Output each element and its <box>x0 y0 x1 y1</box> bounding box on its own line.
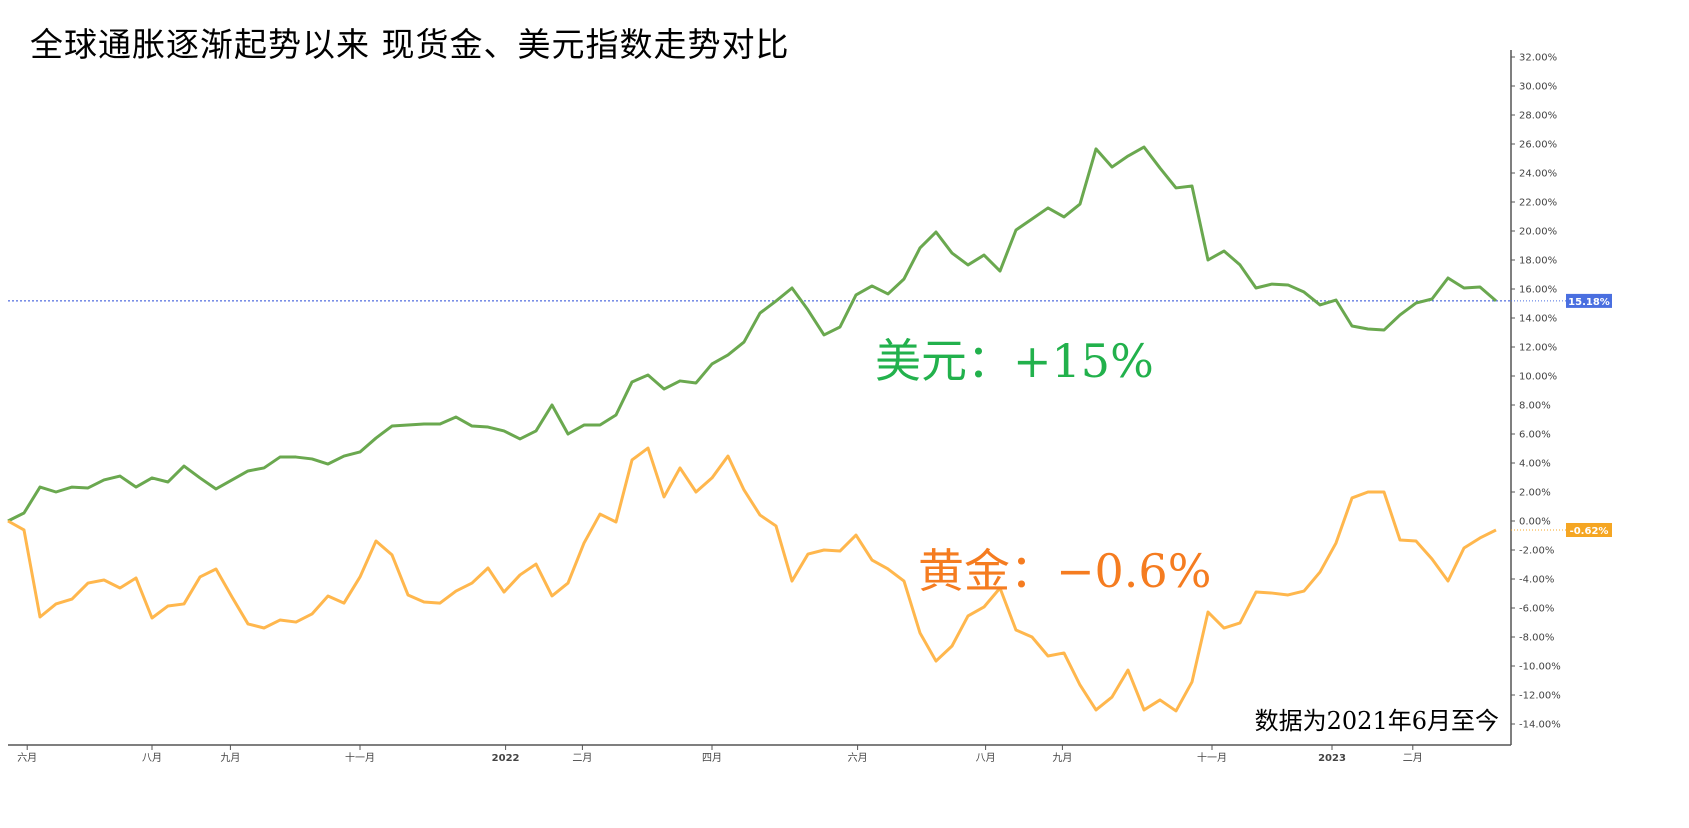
y-tick-label: 32.00% <box>1519 53 1557 64</box>
x-tick-label: 十一月 <box>345 751 375 764</box>
usd-last-value-label: 15.18% <box>1568 297 1610 308</box>
x-tick-label: 二月 <box>1403 752 1423 764</box>
y-tick-label: 16.00% <box>1519 285 1557 296</box>
data-range-note: 数据为2021年6月至今 <box>1254 707 1499 735</box>
y-tick-label: 8.00% <box>1519 401 1551 412</box>
y-tick-label: 24.00% <box>1519 169 1557 180</box>
gold-annotation: 黄金：−0.6% <box>918 544 1212 598</box>
y-tick-label: 28.00% <box>1519 111 1557 122</box>
y-tick-label: 0.00% <box>1519 517 1551 528</box>
y-tick-label: 6.00% <box>1519 430 1551 441</box>
y-tick-label: -8.00% <box>1519 633 1554 644</box>
y-tick-label: -12.00% <box>1519 691 1561 702</box>
y-tick-label: -6.00% <box>1519 604 1554 615</box>
x-tick-label: 十一月 <box>1197 751 1227 764</box>
x-tick-label: 2023 <box>1318 753 1346 764</box>
y-tick-label: 10.00% <box>1519 372 1557 383</box>
y-tick-label: -4.00% <box>1519 575 1554 586</box>
x-tick-label: 六月 <box>17 752 37 764</box>
y-tick-label: 30.00% <box>1519 82 1557 93</box>
usd-series-line <box>7 145 1497 523</box>
usd-last-value-badge <box>1566 293 1612 308</box>
y-tick-label: -2.00% <box>1519 546 1554 557</box>
y-tick-label: 4.00% <box>1519 459 1551 470</box>
y-tick-label: -10.00% <box>1519 662 1561 673</box>
y-tick-label: 2.00% <box>1519 488 1551 499</box>
y-tick-label: -14.00% <box>1519 720 1561 731</box>
x-tick-label: 六月 <box>848 752 868 764</box>
y-tick-label: 12.00% <box>1519 343 1557 354</box>
x-tick-label: 八月 <box>976 752 996 764</box>
y-tick-label: 18.00% <box>1519 256 1557 267</box>
x-tick-label: 八月 <box>142 752 162 764</box>
chart-title: 全球通胀逐渐起势以来 现货金、美元指数走势对比 <box>30 25 790 64</box>
x-tick-label: 九月 <box>220 752 240 764</box>
x-tick-label: 四月 <box>702 752 722 764</box>
x-tick-label: 九月 <box>1052 752 1072 764</box>
y-tick-label: 22.00% <box>1519 198 1557 209</box>
y-tick-label: 20.00% <box>1519 227 1557 238</box>
gold-last-value-badge <box>1566 522 1612 537</box>
y-tick-label: 14.00% <box>1519 314 1557 325</box>
x-tick-label: 2022 <box>492 753 520 764</box>
gold-last-value-label: -0.62% <box>1570 526 1609 537</box>
y-tick-label: 26.00% <box>1519 140 1557 151</box>
usd-annotation: 美元：+15% <box>875 334 1154 388</box>
gold-series-line <box>7 446 1497 713</box>
x-tick-label: 二月 <box>572 752 592 764</box>
